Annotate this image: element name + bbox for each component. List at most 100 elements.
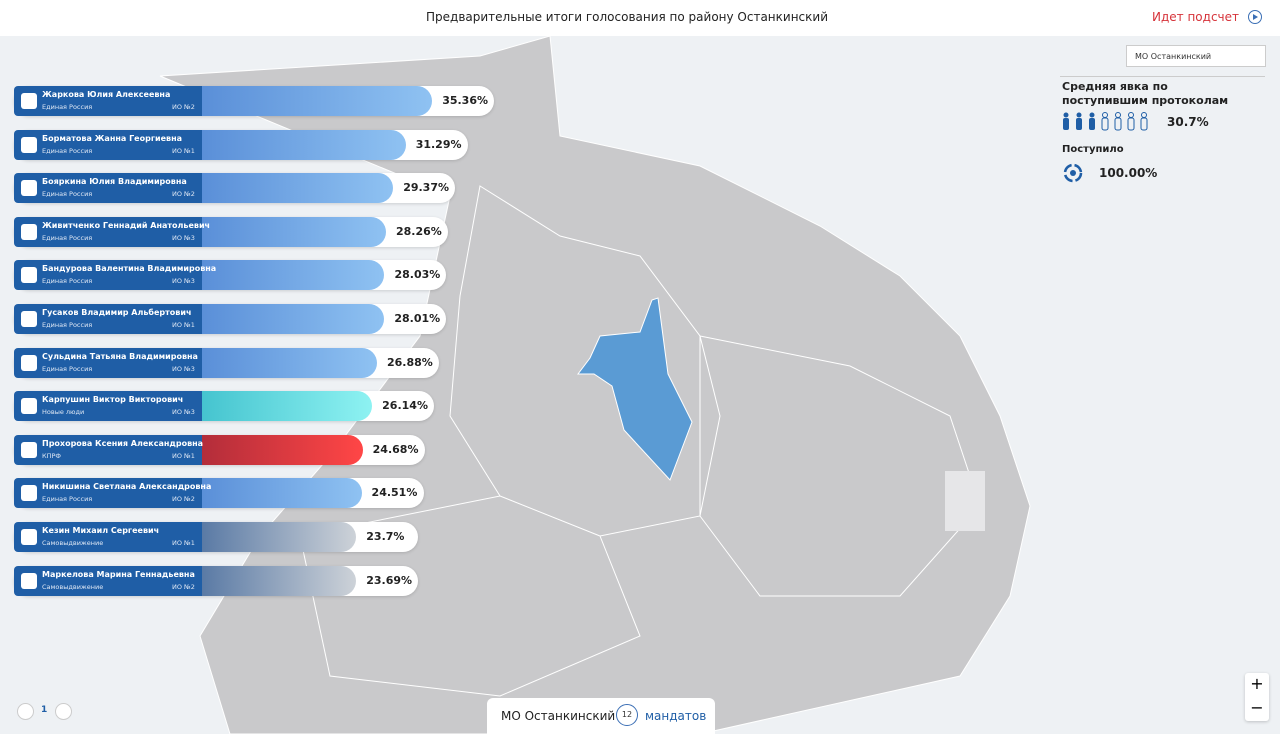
candidate-name: Маркелова Марина Геннадьевна — [42, 569, 195, 579]
page-number[interactable]: 1 — [41, 705, 48, 715]
district: ИО №1 — [172, 146, 195, 155]
result-bar — [202, 565, 357, 596]
party-name: Новые люди — [42, 408, 85, 417]
party-name: КПРФ — [42, 451, 62, 460]
party-name: Самовыдвижение — [42, 539, 104, 547]
candidate-row[interactable]: Прохорова Ксения Александровна КПРФ ИО №1 2… — [14, 434, 425, 465]
percent-label: 28.03% — [394, 268, 441, 282]
party-logo — [21, 223, 37, 240]
party-logo — [21, 572, 37, 589]
district: ИО №1 — [172, 451, 195, 460]
prev-page[interactable] — [17, 703, 34, 720]
candidate-row[interactable]: Кезин Михаил Сергеевич Самовыдвижение ИО №… — [14, 522, 419, 552]
candidate-row[interactable]: Карпушин Виктор Викторович Новые люди ИО №… — [14, 391, 435, 422]
party-name: Единая Россия — [42, 364, 93, 373]
party-logo — [21, 136, 37, 153]
party-name: Единая Россия — [42, 277, 93, 286]
candidate-card — [14, 391, 202, 422]
candidate-card — [14, 565, 202, 596]
result-bar — [202, 260, 385, 291]
district: ИО №3 — [172, 408, 195, 417]
candidate-card — [14, 86, 202, 116]
candidate-card — [14, 216, 202, 247]
candidate-row[interactable]: Маркелова Марина Геннадьевна Самовыдвижен… — [14, 565, 419, 596]
party-name: Самовыдвижение — [42, 582, 104, 591]
candidate-row[interactable]: Жаркова Юлия Алексеевна Единая Россия ИО №… — [14, 86, 495, 116]
district: ИО №3 — [172, 364, 195, 373]
candidate-name: Кезин Михаил Сергеевич — [42, 526, 160, 535]
percent-label: 28.01% — [394, 312, 441, 325]
candidate-name: Борматова Жанна Георгиевна — [42, 133, 183, 143]
party-logo — [21, 311, 37, 327]
turnout-icons — [1063, 112, 1148, 131]
footer-district: МО Останкинский — [501, 709, 616, 723]
mandates-label: мандатов — [645, 709, 707, 723]
district: ИО №3 — [172, 233, 195, 242]
candidate-card — [14, 347, 202, 378]
page-title: Предварительные итоги голосования по рай… — [426, 10, 828, 24]
percent-label: 23.69% — [366, 573, 413, 587]
party-name: Единая Россия — [42, 190, 93, 199]
candidate-row[interactable]: Бандурова Валентина Владимировна Единая Р… — [14, 260, 447, 291]
candidate-row[interactable]: Никишина Светлана Александровна Единая Ро… — [14, 478, 424, 509]
percent-label: 28.26% — [395, 224, 442, 238]
district: ИО №1 — [172, 321, 195, 329]
candidate-row[interactable]: Гусаков Владимир Альбертович Единая Росси… — [14, 304, 447, 334]
party-logo — [21, 267, 37, 284]
status: Идет подсчет — [1152, 10, 1240, 24]
zoom-control: + − — [1245, 673, 1269, 721]
percent-label: 31.29% — [415, 137, 462, 151]
next-page[interactable] — [55, 703, 72, 720]
candidate-name: Гусаков Владимир Альбертович — [42, 308, 192, 317]
candidate-row[interactable]: Сульдина Татьяна Владимировна Единая Росс… — [14, 347, 439, 378]
candidate-row[interactable]: Борматова Жанна Георгиевна Единая Россия И… — [14, 129, 468, 160]
header: Предварительные итоги голосования по рай… — [0, 0, 1280, 36]
result-bar — [202, 391, 373, 422]
result-bar — [202, 216, 386, 247]
party-name: Единая Россия — [42, 103, 93, 111]
candidate-row[interactable]: Бояркина Юлия Владимировна Единая Россия И… — [14, 173, 456, 204]
district: ИО №2 — [172, 495, 195, 504]
zoom-out[interactable]: − — [1250, 698, 1264, 717]
play-button[interactable] — [1247, 9, 1263, 25]
party-logo — [21, 441, 37, 458]
result-bar — [202, 478, 362, 509]
party-logo — [21, 529, 37, 545]
percent-label: 24.68% — [372, 442, 419, 456]
percent-label: 23.7% — [366, 530, 405, 543]
candidate-card — [14, 173, 202, 204]
candidate-card — [14, 522, 202, 552]
map — [0, 36, 1280, 734]
party-logo — [21, 485, 37, 502]
candidate-card — [14, 129, 202, 160]
district: ИО №2 — [172, 582, 195, 591]
candidate-card — [14, 478, 202, 509]
zoom-in[interactable]: + — [1250, 674, 1264, 693]
result-bar — [202, 522, 357, 552]
candidate-name: Сульдина Татьяна Владимировна — [42, 351, 198, 361]
district: ИО №2 — [172, 190, 195, 199]
result-bar — [202, 86, 433, 116]
candidate-name: Прохорова Ксения Александровна — [42, 438, 204, 448]
result-bar — [202, 347, 377, 378]
candidate-name: Живитченко Геннадий Анатольевич — [42, 220, 211, 230]
candidate-name: Жаркова Юлия Алексеевна — [42, 90, 171, 99]
district: ИО №1 — [172, 539, 195, 547]
district: ИО №2 — [172, 103, 195, 111]
result-bar — [202, 173, 394, 204]
candidate-name: Никишина Светлана Александровна — [42, 482, 212, 492]
party-name: Единая Россия — [42, 233, 93, 242]
percent-label: 26.14% — [382, 399, 428, 413]
turnout-label: Средняя явка по поступившим протоколам — [1062, 80, 1229, 107]
candidate-row[interactable]: Живитченко Геннадий Анатольевич Единая Ро… — [14, 216, 448, 247]
party-name: Единая Россия — [42, 146, 93, 155]
percent-label: 24.51% — [371, 486, 418, 500]
party-name: Единая Россия — [42, 321, 93, 329]
party-name: Единая Россия — [42, 495, 93, 504]
district-select[interactable]: МО Останкинский — [1126, 45, 1266, 67]
received-value: 100.00% — [1099, 166, 1158, 180]
candidate-name: Карпушин Виктор Викторович — [42, 395, 184, 405]
party-logo — [21, 180, 37, 197]
received-label: Поступило — [1062, 144, 1124, 155]
